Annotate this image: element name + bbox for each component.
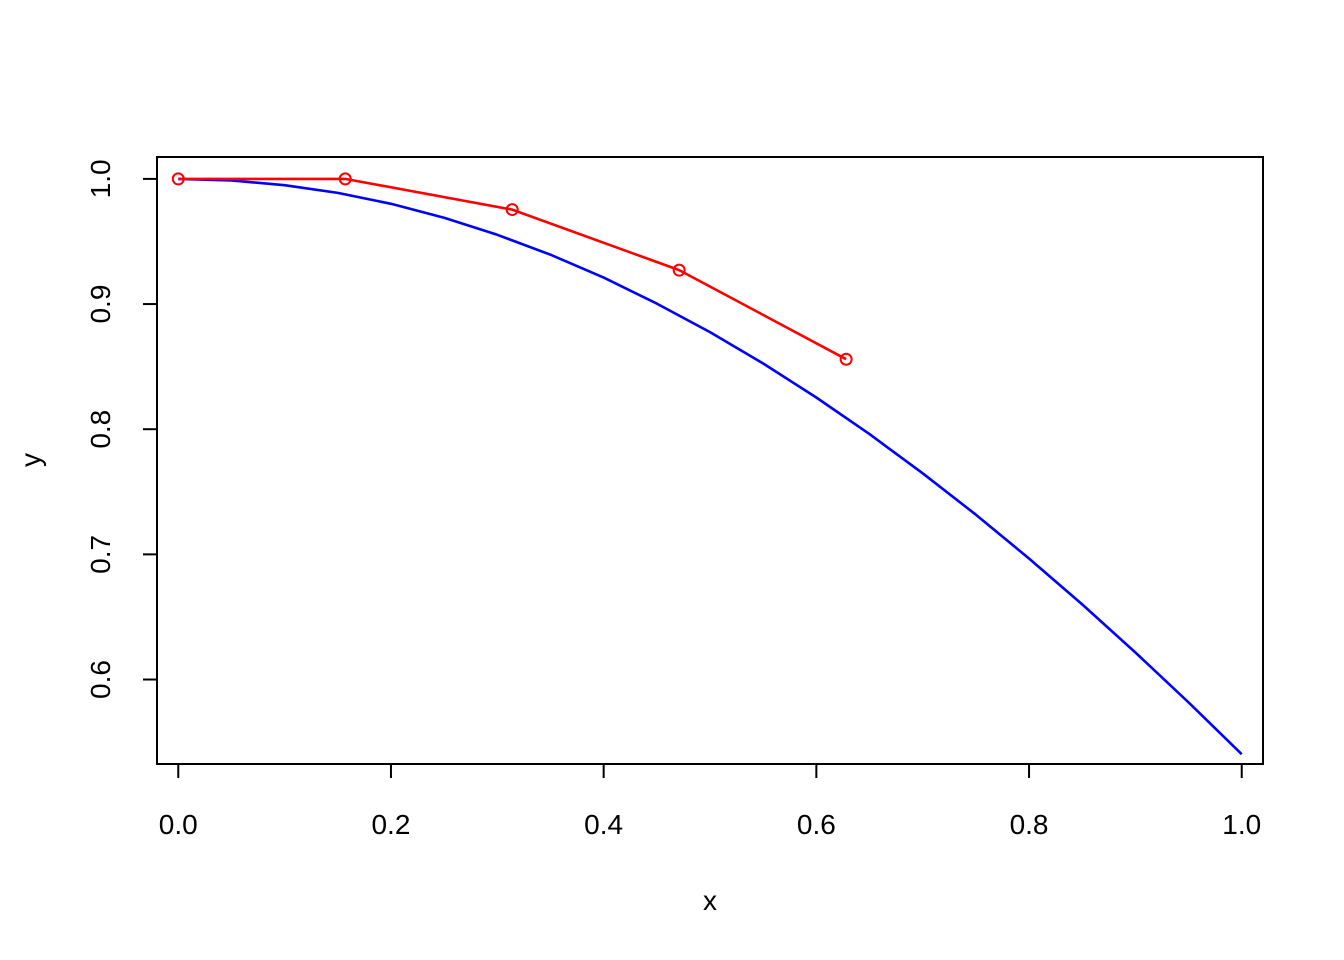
x-axis-title: x [703,885,717,916]
y-tick-label: 0.9 [85,285,116,324]
series-point-1 [171,172,185,186]
series-point-1 [505,203,519,217]
x-axis: 0.0 0.2 0.4 0.6 0.8 1.0 [159,763,1261,840]
plot-frame [156,156,1264,765]
y-axis: 0.6 0.7 0.8 0.9 1.0 [85,159,158,699]
y-tick-label: 0.6 [85,660,116,699]
x-tick-label: 0.4 [584,809,623,840]
series-point-1 [672,263,686,277]
series-line-0 [178,177,1243,756]
x-tick-label: 1.0 [1222,809,1261,840]
y-axis-title: y [15,453,46,467]
y-tick-label: 0.8 [85,410,116,449]
y-tick-label: 0.7 [85,535,116,574]
x-tick-label: 0.8 [1010,809,1049,840]
series-point-1 [338,172,352,186]
x-tick-label: 0.6 [797,809,836,840]
series-point-1 [839,352,853,366]
series-layer [171,172,1243,756]
x-tick-label: 0.2 [371,809,410,840]
x-tick-label: 0.0 [159,809,198,840]
y-tick-label: 1.0 [85,159,116,198]
series-line-1 [178,177,847,361]
